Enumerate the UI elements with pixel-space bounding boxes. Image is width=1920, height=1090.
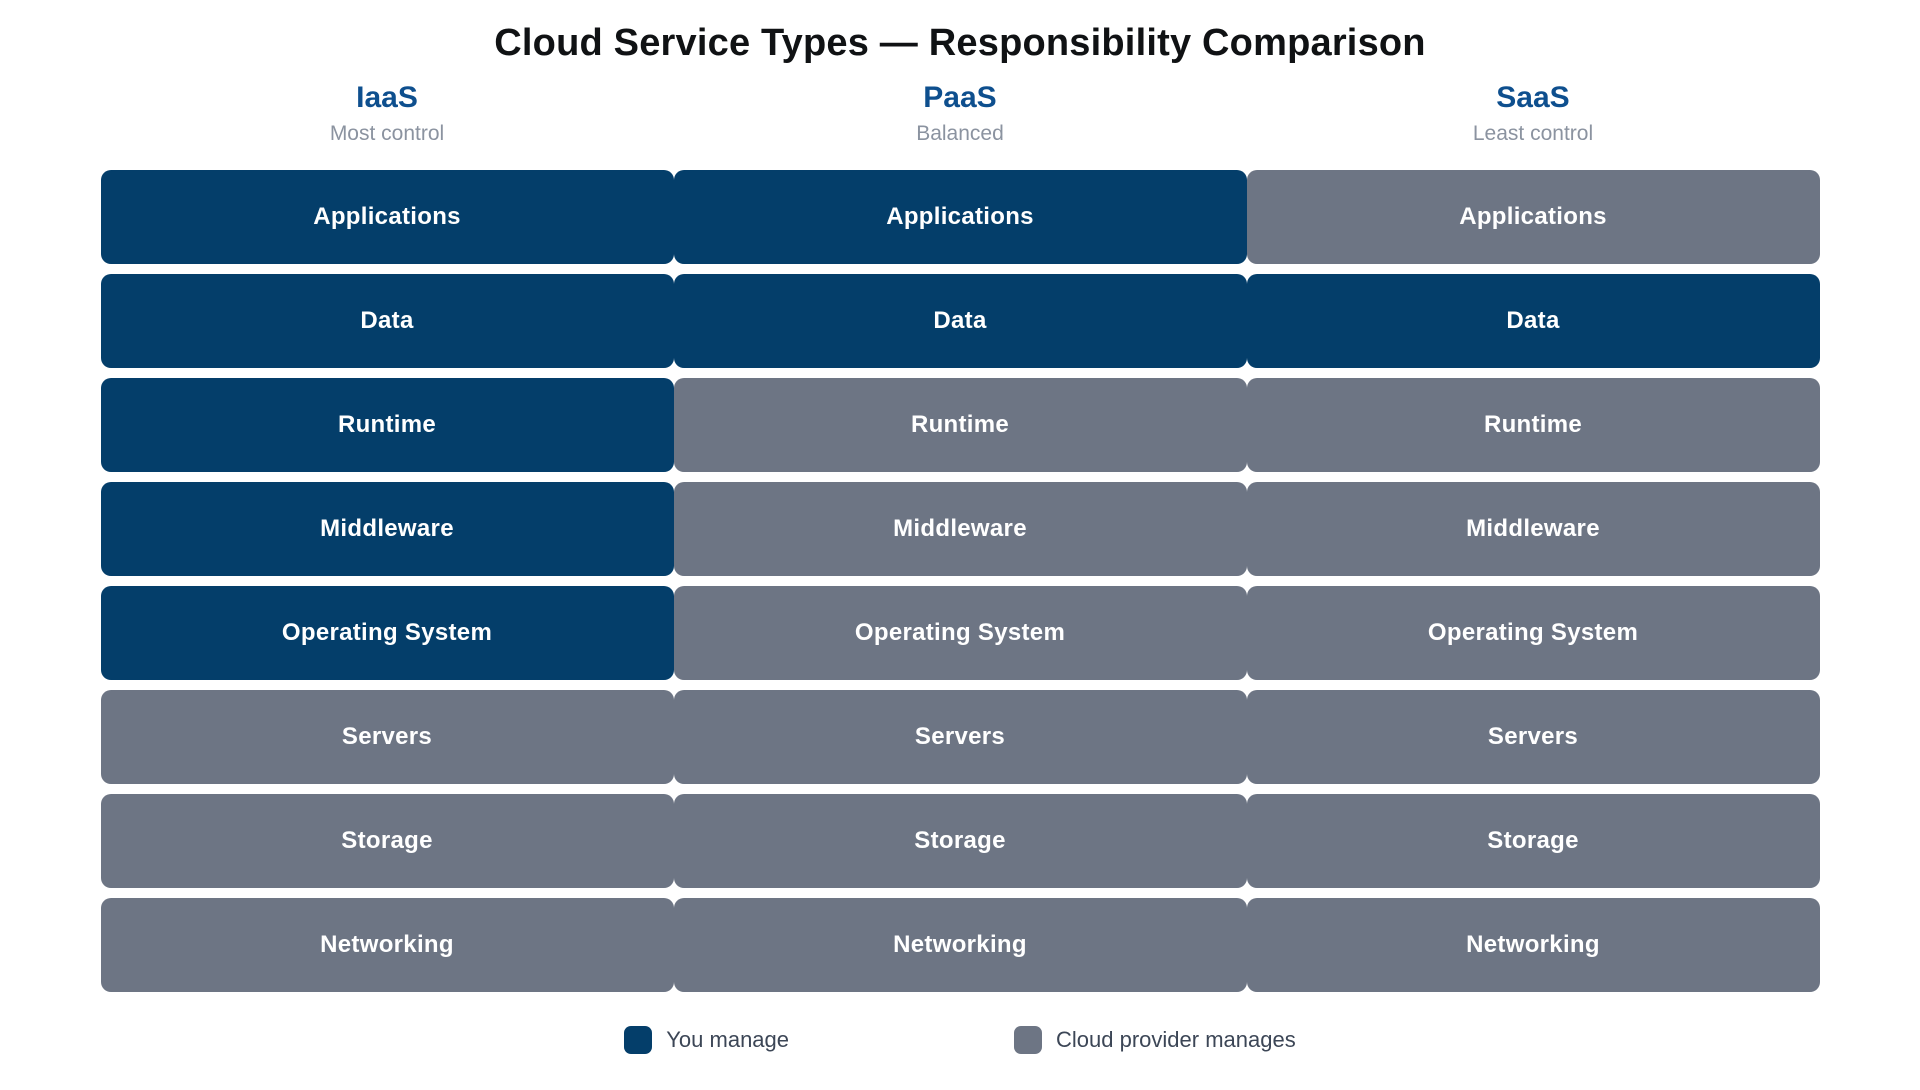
responsibility-grid: Applications Applications Applications Data… [100, 169, 1820, 992]
cell-iaas-operating-system: Operating System [100, 585, 674, 680]
cell-saas-data: Data [1246, 273, 1820, 368]
provider-manages-swatch-icon [1014, 1025, 1043, 1054]
column-header-iaas: IaaS Most control [101, 81, 674, 146]
you-manage-swatch-icon [624, 1025, 653, 1054]
column-header-saas: SaaS Least control [1247, 81, 1820, 146]
cell-iaas-networking: Networking [100, 897, 674, 992]
cell-paas-servers: Servers [673, 689, 1247, 784]
legend-item-you-manage: You manage [624, 1025, 790, 1054]
grid-row-operating-system: Operating System Operating System Operatin… [100, 585, 1820, 680]
cell-paas-data: Data [673, 273, 1247, 368]
column-title-iaas: IaaS [356, 81, 418, 114]
cell-paas-applications: Applications [673, 169, 1247, 264]
cell-paas-middleware: Middleware [673, 481, 1247, 576]
column-headers: IaaS Most control PaaS Balanced SaaS Lea… [101, 81, 1820, 146]
cell-saas-networking: Networking [1246, 897, 1820, 992]
cell-paas-networking: Networking [673, 897, 1247, 992]
grid-row-networking: Networking Networking Networking [100, 897, 1820, 992]
cell-saas-runtime: Runtime [1246, 377, 1820, 472]
column-title-paas: PaaS [923, 81, 997, 114]
cell-paas-storage: Storage [673, 793, 1247, 888]
cell-saas-middleware: Middleware [1246, 481, 1820, 576]
cell-iaas-runtime: Runtime [100, 377, 674, 472]
grid-row-middleware: Middleware Middleware Middleware [100, 481, 1820, 576]
cell-iaas-servers: Servers [100, 689, 674, 784]
comparison-board: IaaS Most control PaaS Balanced SaaS Lea… [100, 81, 1820, 1054]
cell-iaas-storage: Storage [100, 793, 674, 888]
page-title: Cloud Service Types — Responsibility Com… [494, 22, 1426, 64]
legend-label-you-manage: You manage [666, 1026, 790, 1052]
column-title-saas: SaaS [1496, 81, 1570, 114]
cell-paas-runtime: Runtime [673, 377, 1247, 472]
cell-iaas-applications: Applications [100, 169, 674, 264]
column-subtitle-saas: Least control [1472, 121, 1594, 145]
column-subtitle-paas: Balanced [916, 121, 1004, 145]
cell-saas-operating-system: Operating System [1246, 585, 1820, 680]
cell-saas-applications: Applications [1246, 169, 1820, 264]
column-subtitle-iaas: Most control [329, 121, 445, 145]
grid-row-storage: Storage Storage Storage [100, 793, 1820, 888]
grid-row-runtime: Runtime Runtime Runtime [100, 377, 1820, 472]
grid-row-data: Data Data Data [100, 273, 1820, 368]
legend: You manage Cloud provider manages [101, 1025, 1820, 1054]
column-header-paas: PaaS Balanced [674, 81, 1247, 146]
cell-iaas-data: Data [100, 273, 674, 368]
cell-saas-servers: Servers [1246, 689, 1820, 784]
cell-iaas-middleware: Middleware [100, 481, 674, 576]
legend-label-provider-manages: Cloud provider manages [1056, 1026, 1296, 1052]
cell-paas-operating-system: Operating System [673, 585, 1247, 680]
cell-saas-storage: Storage [1246, 793, 1820, 888]
grid-row-servers: Servers Servers Servers [100, 689, 1820, 784]
grid-row-applications: Applications Applications Applications [100, 169, 1820, 264]
legend-item-provider-manages: Cloud provider manages [1014, 1025, 1296, 1054]
